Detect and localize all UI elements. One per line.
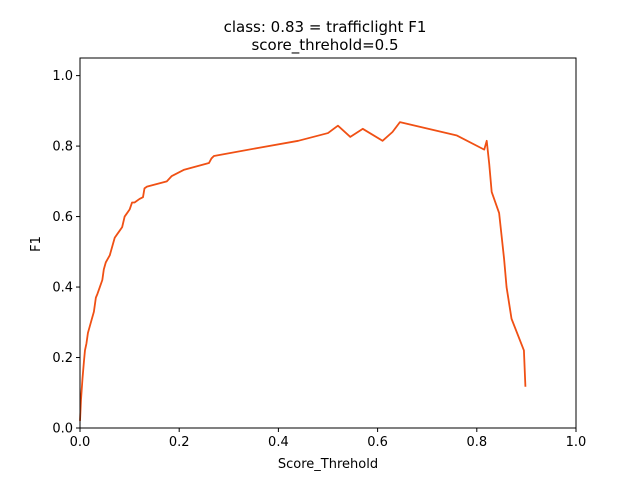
- plot-area: [79, 121, 527, 421]
- y-axis-label: F1: [29, 236, 44, 252]
- x-tick-label: 0.2: [169, 435, 190, 450]
- chart-subtitle: score_threhold=0.5: [251, 36, 398, 55]
- y-tick-label: 0.8: [52, 140, 73, 155]
- axes-frame: [79, 57, 577, 429]
- x-tick-label: 0.8: [466, 435, 487, 450]
- x-tick-label: 0.4: [268, 435, 289, 450]
- x-axis-label: Score_Threhold: [278, 457, 378, 472]
- y-tick-label: 0.4: [52, 281, 73, 296]
- x-tick-label: 0.6: [367, 435, 388, 450]
- y-tick-label: 0.2: [52, 351, 73, 366]
- x-tick-label: 0.0: [70, 435, 91, 450]
- y-tick-label: 0.0: [52, 422, 73, 437]
- x-tick-label: 1.0: [566, 435, 587, 450]
- x-axis-ticks: 0.0 0.2 0.4 0.6 0.8 1.0: [70, 428, 587, 450]
- y-axis-ticks: 0.0 0.2 0.4 0.6 0.8 1.0: [52, 69, 80, 437]
- chart-title: class: 0.83 = trafficlight F1: [224, 18, 427, 36]
- y-tick-label: 1.0: [52, 69, 73, 84]
- y-tick-label: 0.6: [52, 210, 73, 225]
- series-line-f1: [79, 121, 527, 421]
